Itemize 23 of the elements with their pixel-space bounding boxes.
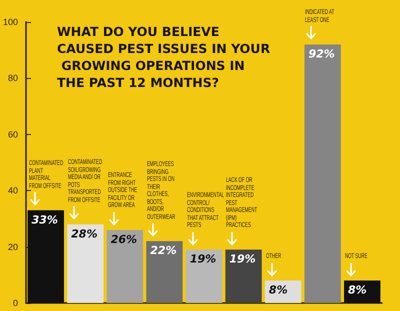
data-label: 8% (348, 284, 367, 297)
bar (186, 250, 222, 303)
y-tick-label: 20 (8, 242, 18, 252)
data-label: 26% (110, 232, 138, 246)
data-label: 33% (32, 213, 58, 226)
bar (28, 210, 64, 303)
data-label: 92% (308, 47, 335, 60)
y-tick-label: 40 (8, 186, 18, 196)
bar (106, 230, 144, 303)
y-tick-label: 80 (8, 73, 18, 84)
bar (304, 44, 341, 303)
data-label: 22% (150, 244, 177, 258)
y-tick-label: 0 (13, 298, 18, 308)
y-tick-label: 60 (8, 129, 18, 140)
bar (225, 250, 262, 303)
data-label: 8% (268, 284, 288, 297)
data-label: 19% (190, 252, 216, 266)
y-tick-label: 100 (2, 17, 18, 27)
data-label: 19% (229, 252, 256, 266)
data-label: 28% (71, 227, 98, 240)
bar (146, 241, 183, 303)
bar (67, 224, 104, 303)
text: WHAT DO YOU BELIEVE CAUSED PEST ISSUES IN YOUR GROWING OPERATIONS IN THE PAST 12 MONTHS? (57, 24, 270, 90)
